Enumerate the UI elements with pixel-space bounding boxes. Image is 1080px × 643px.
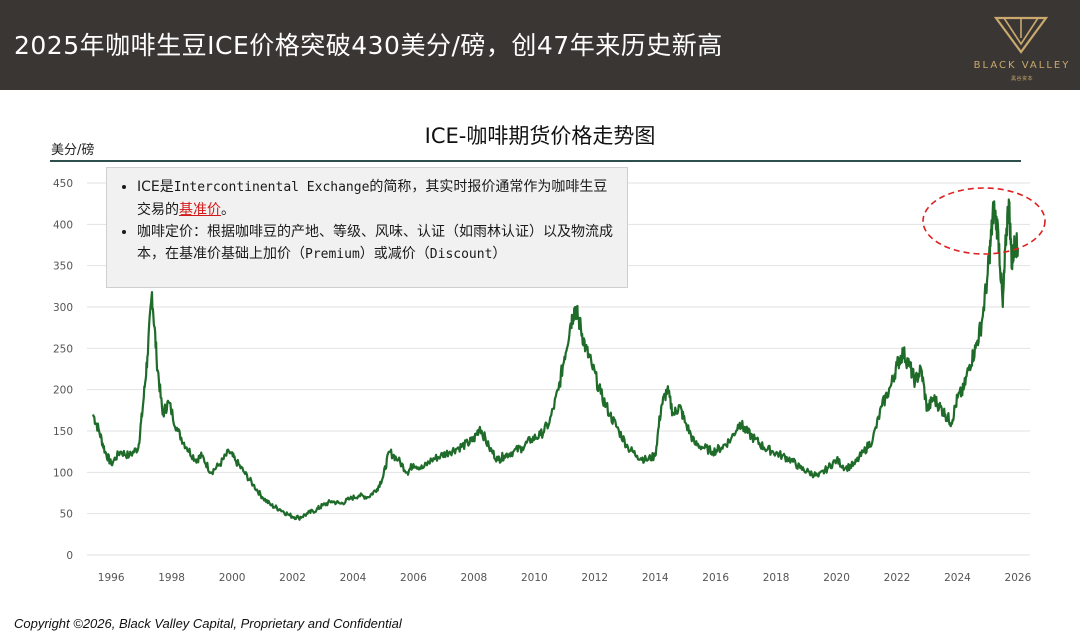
y-tick-label: 200 [53, 385, 73, 397]
x-tick-label: 1996 [98, 572, 125, 584]
copyright-footer: Copyright ©2026, Black Valley Capital, P… [14, 616, 402, 631]
x-tick-label: 2020 [823, 572, 850, 584]
y-tick-label: 450 [53, 178, 73, 190]
x-tick-label: 2026 [1005, 572, 1032, 584]
header-bar: 2025年咖啡生豆ICE价格突破430美分/磅，创47年来历史新高 BLACK … [0, 0, 1080, 90]
title-divider [50, 160, 1021, 162]
brand-name: BLACK VALLEY [973, 60, 1071, 71]
brand-subtitle: 黑谷资本 [1010, 76, 1033, 82]
chart-title: ICE-咖啡期货价格走势图 [424, 124, 656, 148]
benchmark-price-link[interactable]: 基准价 [179, 202, 221, 218]
x-tick-label: 2016 [702, 572, 729, 584]
y-tick-label: 100 [53, 467, 73, 479]
x-tick-label: 2014 [642, 572, 669, 584]
x-tick-label: 2022 [884, 572, 911, 584]
x-tick-label: 2024 [944, 572, 971, 584]
y-tick-label: 150 [53, 426, 73, 438]
note-item-ice: ICE是Intercontinental Exchange的简称，其实时报价通常… [137, 176, 619, 221]
x-tick-label: 2018 [763, 572, 790, 584]
x-tick-label: 2012 [581, 572, 608, 584]
x-tick-label: 2000 [219, 572, 246, 584]
note-item-pricing: 咖啡定价：根据咖啡豆的产地、等级、风味、认证（如雨林认证）以及物流成本，在基准价… [137, 221, 619, 266]
explanation-note: ICE是Intercontinental Exchange的简称，其实时报价通常… [106, 167, 628, 288]
x-tick-label: 2002 [279, 572, 306, 584]
y-axis-label: 美分/磅 [51, 143, 95, 158]
y-tick-label: 50 [60, 509, 73, 521]
brand-logo-icon [993, 16, 1049, 54]
x-tick-label: 2004 [340, 572, 367, 584]
x-tick-label: 1998 [158, 572, 185, 584]
price-series-line [91, 198, 1019, 521]
y-tick-label: 300 [53, 302, 73, 314]
x-tick-label: 2010 [521, 572, 548, 584]
peak-highlight-ellipse [922, 187, 1046, 255]
x-tick-label: 2008 [461, 572, 488, 584]
y-tick-label: 400 [53, 219, 73, 231]
page-title: 2025年咖啡生豆ICE价格突破430美分/磅，创47年来历史新高 [14, 31, 723, 60]
y-tick-label: 0 [66, 550, 73, 562]
y-tick-label: 350 [53, 261, 73, 273]
x-tick-label: 2006 [400, 572, 427, 584]
y-tick-label: 250 [53, 343, 73, 355]
